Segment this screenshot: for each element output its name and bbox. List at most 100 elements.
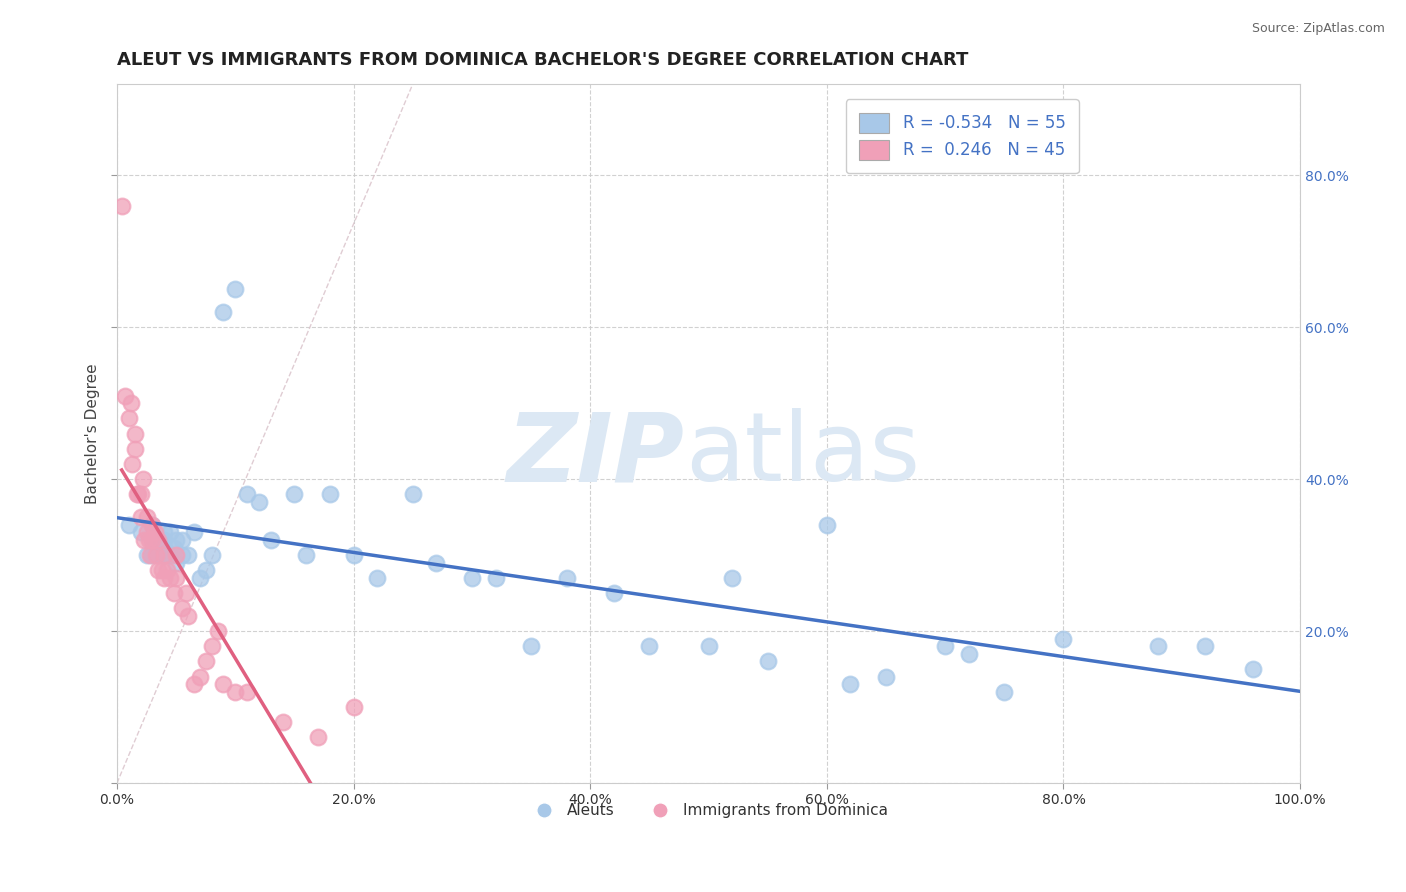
Point bbox=[127, 487, 149, 501]
Point bbox=[212, 677, 235, 691]
Point bbox=[141, 517, 163, 532]
Point bbox=[174, 586, 197, 600]
Point bbox=[135, 548, 157, 562]
Point bbox=[148, 548, 170, 562]
Point bbox=[188, 670, 211, 684]
Point bbox=[815, 517, 838, 532]
Point bbox=[993, 685, 1015, 699]
Point bbox=[839, 677, 862, 691]
Point bbox=[170, 533, 193, 547]
Point bbox=[143, 525, 166, 540]
Point bbox=[934, 640, 956, 654]
Point bbox=[461, 571, 484, 585]
Point bbox=[139, 548, 162, 562]
Point bbox=[1241, 662, 1264, 676]
Point bbox=[224, 282, 246, 296]
Point bbox=[124, 442, 146, 456]
Point bbox=[138, 533, 160, 547]
Point bbox=[638, 640, 661, 654]
Point bbox=[135, 525, 157, 540]
Y-axis label: Bachelor's Degree: Bachelor's Degree bbox=[86, 363, 100, 504]
Point bbox=[307, 731, 329, 745]
Point bbox=[159, 548, 181, 562]
Point bbox=[1147, 640, 1170, 654]
Point bbox=[148, 533, 170, 547]
Point bbox=[366, 571, 388, 585]
Point bbox=[159, 525, 181, 540]
Point bbox=[201, 640, 224, 654]
Point bbox=[170, 601, 193, 615]
Point bbox=[111, 199, 134, 213]
Point bbox=[153, 548, 176, 562]
Point bbox=[342, 548, 364, 562]
Point bbox=[236, 685, 259, 699]
Point bbox=[153, 541, 176, 555]
Point bbox=[402, 487, 425, 501]
Point bbox=[425, 556, 447, 570]
Point bbox=[165, 533, 187, 547]
Point bbox=[177, 548, 200, 562]
Point bbox=[118, 411, 141, 425]
Point bbox=[875, 670, 897, 684]
Point bbox=[163, 586, 186, 600]
Point bbox=[212, 305, 235, 319]
Point bbox=[177, 608, 200, 623]
Point bbox=[247, 495, 270, 509]
Point bbox=[484, 571, 506, 585]
Point bbox=[603, 586, 626, 600]
Point bbox=[1052, 632, 1074, 646]
Point bbox=[153, 571, 176, 585]
Point bbox=[183, 525, 205, 540]
Text: ALEUT VS IMMIGRANTS FROM DOMINICA BACHELOR'S DEGREE CORRELATION CHART: ALEUT VS IMMIGRANTS FROM DOMINICA BACHEL… bbox=[117, 51, 969, 69]
Point bbox=[145, 548, 167, 562]
Point bbox=[183, 677, 205, 691]
Point bbox=[125, 487, 148, 501]
Point bbox=[1194, 640, 1216, 654]
Point bbox=[201, 548, 224, 562]
Point bbox=[129, 487, 152, 501]
Point bbox=[148, 563, 170, 577]
Point bbox=[165, 556, 187, 570]
Text: ZIP: ZIP bbox=[508, 408, 685, 501]
Point bbox=[141, 533, 163, 547]
Point bbox=[141, 517, 163, 532]
Legend: Aleuts, Immigrants from Dominica: Aleuts, Immigrants from Dominica bbox=[523, 797, 894, 824]
Text: atlas: atlas bbox=[685, 408, 920, 501]
Point bbox=[141, 533, 163, 547]
Point bbox=[721, 571, 744, 585]
Point bbox=[120, 396, 142, 410]
Point bbox=[319, 487, 342, 501]
Point bbox=[165, 571, 187, 585]
Point bbox=[957, 647, 980, 661]
Point bbox=[134, 533, 156, 547]
Point bbox=[129, 525, 152, 540]
Point bbox=[153, 525, 176, 540]
Point bbox=[118, 517, 141, 532]
Point bbox=[520, 640, 543, 654]
Point bbox=[129, 510, 152, 524]
Point bbox=[295, 548, 318, 562]
Point bbox=[236, 487, 259, 501]
Point bbox=[148, 533, 170, 547]
Point bbox=[163, 541, 186, 555]
Point bbox=[207, 624, 229, 639]
Point bbox=[121, 457, 143, 471]
Point bbox=[156, 563, 179, 577]
Point bbox=[159, 571, 181, 585]
Point bbox=[194, 563, 217, 577]
Point bbox=[114, 388, 136, 402]
Point bbox=[697, 640, 720, 654]
Point bbox=[188, 571, 211, 585]
Point bbox=[342, 700, 364, 714]
Text: Source: ZipAtlas.com: Source: ZipAtlas.com bbox=[1251, 22, 1385, 36]
Point bbox=[756, 655, 779, 669]
Point bbox=[135, 510, 157, 524]
Point bbox=[132, 472, 155, 486]
Point bbox=[271, 715, 294, 730]
Point bbox=[260, 533, 283, 547]
Point bbox=[170, 548, 193, 562]
Point bbox=[224, 685, 246, 699]
Point bbox=[194, 655, 217, 669]
Point bbox=[141, 548, 163, 562]
Point bbox=[153, 548, 176, 562]
